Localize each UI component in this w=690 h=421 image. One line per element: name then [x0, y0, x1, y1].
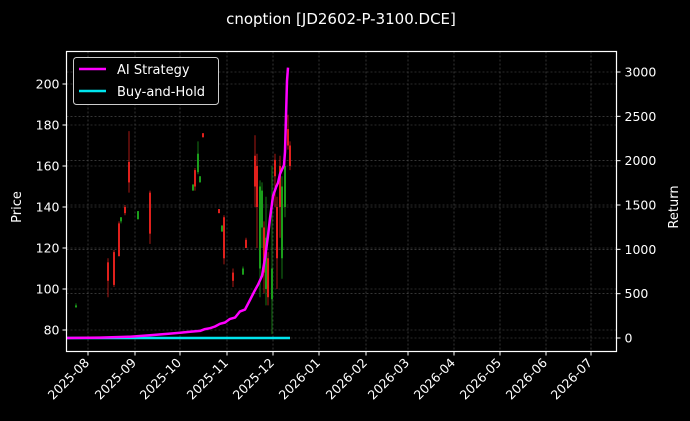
candle [276, 196, 278, 289]
candle [124, 204, 126, 216]
candle [221, 225, 223, 232]
y-right-tick-label: 1500 [625, 198, 657, 213]
candle [137, 211, 139, 220]
y-right-tick-label: 500 [625, 286, 649, 301]
y-left-tick-label: 180 [36, 118, 60, 133]
candle [245, 237, 247, 248]
candle [254, 135, 256, 207]
candle [242, 266, 244, 275]
candle [271, 166, 273, 335]
candle [232, 268, 234, 287]
candle [284, 161, 286, 218]
legend: AI Strategy Buy-and-Hold [73, 57, 219, 105]
candle [194, 168, 196, 191]
candle [120, 217, 122, 224]
candle [223, 215, 225, 265]
y-right-tick-label: 2500 [625, 109, 657, 124]
y-axis-right-label: Return [667, 185, 682, 228]
candle [113, 250, 115, 287]
candle [107, 258, 109, 298]
candle [75, 303, 77, 308]
candle [218, 209, 220, 214]
candle [279, 155, 281, 238]
y-left-tick-label: 100 [36, 282, 60, 297]
y-left-tick-label: 160 [36, 159, 60, 174]
candle [192, 184, 194, 191]
y-right-tick-label: 1000 [625, 242, 657, 257]
candle [128, 131, 130, 193]
y-right-tick-label: 0 [625, 331, 633, 346]
y-left-tick-label: 200 [36, 77, 60, 92]
chart-title: cnoption [JD2602-P-3100.DCE] [226, 10, 456, 28]
candle [261, 182, 263, 248]
y-left-tick-label: 140 [36, 200, 60, 215]
legend-label-buy-and-hold: Buy-and-Hold [117, 85, 205, 100]
candle [199, 176, 201, 183]
legend-box [73, 57, 219, 105]
y-left-tick-label: 80 [44, 323, 60, 338]
y-axis-right: 0 500 1000 1500 2000 2500 3000 [616, 65, 657, 346]
candlesticks [75, 114, 291, 335]
y-right-tick-label: 3000 [625, 65, 657, 80]
series-lines [65, 67, 290, 340]
candle [274, 153, 276, 207]
candle [287, 114, 289, 150]
legend-label-ai-strategy: AI Strategy [117, 63, 190, 78]
y-left-tick-label: 120 [36, 241, 60, 256]
series-line-ai-strategy [65, 67, 290, 340]
candle [289, 141, 291, 171]
candle [256, 153, 258, 248]
candle [281, 176, 283, 279]
y-right-tick-label: 2000 [625, 153, 657, 168]
candle [267, 252, 269, 306]
candle [197, 141, 199, 175]
candle [149, 190, 151, 244]
candle [118, 221, 120, 257]
y-axis-left: 80 100 120 140 160 180 200 [36, 77, 67, 338]
plot-frame [65, 50, 618, 353]
y-axis-left-label: Price [10, 191, 25, 223]
candle [202, 133, 204, 138]
